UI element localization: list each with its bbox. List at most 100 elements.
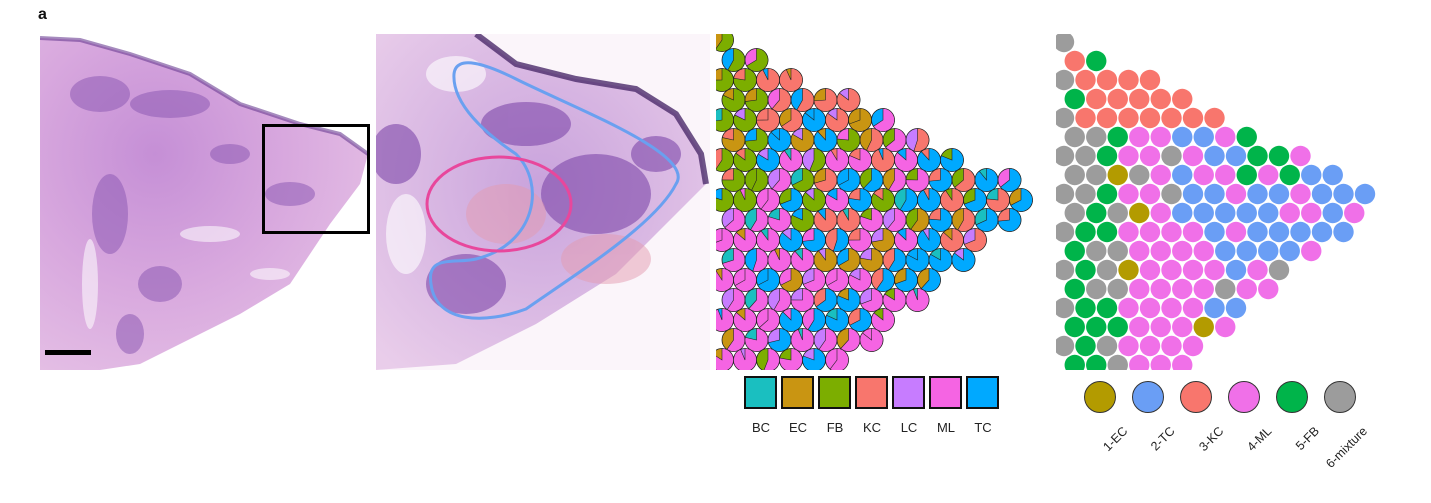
spot-pie: [859, 248, 884, 272]
spot-pie: [779, 228, 803, 252]
spot-pie: [756, 68, 780, 92]
cluster-spot: [1056, 259, 1075, 281]
he-overview-image: [40, 34, 370, 370]
cluster-spot: [1064, 164, 1085, 186]
cluster-spot: [1172, 88, 1193, 110]
cluster-spot: [1056, 34, 1075, 53]
spot-pie: [825, 268, 849, 292]
cluster-spot: [1150, 126, 1171, 148]
spot-pie: [813, 88, 838, 112]
cluster-spot: [1215, 316, 1236, 338]
cluster-spot: [1215, 240, 1236, 262]
legend-label-fb: FB: [826, 420, 844, 435]
spot-pie: [756, 188, 780, 212]
spot-pie: [716, 188, 734, 212]
cluster-spot: [1268, 259, 1290, 281]
legend-swatch-ml: [929, 376, 962, 409]
cluster-spot: [1172, 126, 1193, 148]
spot-pie: [767, 288, 792, 312]
cluster-spot: [1150, 354, 1171, 370]
legend-label-lc: LC: [900, 420, 918, 435]
cluster-spot: [1056, 145, 1075, 167]
cluster-spot: [1301, 202, 1322, 224]
cluster-spot: [1354, 183, 1376, 205]
cluster-spot: [1150, 88, 1171, 110]
cluster-spot: [1161, 335, 1182, 357]
spot-pie: [882, 248, 907, 272]
legend-swatch-tc: [966, 376, 999, 409]
spot-pie: [767, 208, 792, 232]
spot-pie: [871, 188, 895, 212]
cluster-spot: [1107, 164, 1128, 186]
cluster-spot: [1139, 69, 1161, 91]
spot-pie: [790, 88, 815, 112]
cluster-spot: [1096, 145, 1118, 167]
cluster-spot: [1225, 297, 1247, 319]
cluster-spot: [1150, 278, 1171, 300]
spot-pie: [894, 148, 918, 172]
cluster-label-2: 2-TC: [1148, 424, 1178, 454]
cluster-spot: [1182, 107, 1204, 129]
cluster-spot: [1204, 183, 1225, 205]
spot-pie: [813, 208, 838, 232]
cluster-spot: [1139, 259, 1161, 281]
spot-pie: [836, 288, 861, 312]
spot-pie: [871, 148, 895, 172]
cluster-spot: [1311, 183, 1333, 205]
cluster-spot: [1290, 145, 1311, 167]
outer-region-outline: [429, 61, 680, 320]
cluster-spot: [1107, 240, 1128, 262]
cluster-spot: [1150, 316, 1171, 338]
cluster-spot: [1118, 221, 1139, 243]
spot-pie: [859, 128, 884, 152]
spot-pie: [744, 248, 769, 272]
spot-pie: [986, 188, 1010, 212]
cluster-spot: [1204, 297, 1225, 319]
cluster-spot: [1225, 259, 1247, 281]
spot-pie: [813, 128, 838, 152]
cluster-spot: [1279, 202, 1300, 224]
spot-pie: [802, 228, 826, 252]
cluster-dot-1: [1084, 381, 1116, 413]
cluster-spot: [1129, 126, 1150, 148]
spot-pie: [733, 188, 757, 212]
spot-pie: [790, 328, 815, 352]
cluster-spot: [1129, 164, 1150, 186]
spot-pie: [917, 228, 941, 252]
cluster-spot: [1064, 316, 1085, 338]
spot-pie: [733, 268, 757, 292]
celltype-pie-map: [716, 34, 1056, 370]
spot-pie: [716, 148, 734, 172]
spot-pie: [716, 268, 734, 292]
cluster-spot: [1107, 88, 1128, 110]
cluster-spot: [1118, 145, 1139, 167]
spot-pie: [813, 248, 838, 272]
spot-pie: [721, 288, 746, 312]
cluster-spot: [1139, 221, 1161, 243]
cluster-spot-map: [1056, 34, 1401, 370]
cluster-spot: [1258, 164, 1279, 186]
spot-pie: [733, 308, 757, 332]
legend-swatch-lc: [892, 376, 925, 409]
cluster-spot: [1193, 240, 1214, 262]
spot-pie: [894, 228, 918, 252]
cluster-spot: [1075, 69, 1096, 91]
cluster-spot: [1215, 278, 1236, 300]
cluster-spot: [1139, 145, 1161, 167]
cluster-spot: [1086, 240, 1107, 262]
cluster-spot: [1096, 107, 1118, 129]
spot-pie: [848, 228, 872, 252]
spot-pie: [733, 68, 757, 92]
spot-pie: [790, 128, 815, 152]
cluster-spot: [1075, 145, 1096, 167]
spot-pie: [882, 288, 907, 312]
cluster-spot: [1096, 259, 1118, 281]
cluster-label-1: 1-EC: [1099, 424, 1130, 455]
cluster-spot: [1333, 183, 1354, 205]
spot-pie: [974, 168, 999, 192]
cluster-spot: [1086, 354, 1107, 370]
spot-pie: [917, 268, 941, 292]
cluster-spot: [1258, 240, 1279, 262]
spot-pie: [917, 148, 941, 172]
spot-pie: [848, 308, 872, 332]
